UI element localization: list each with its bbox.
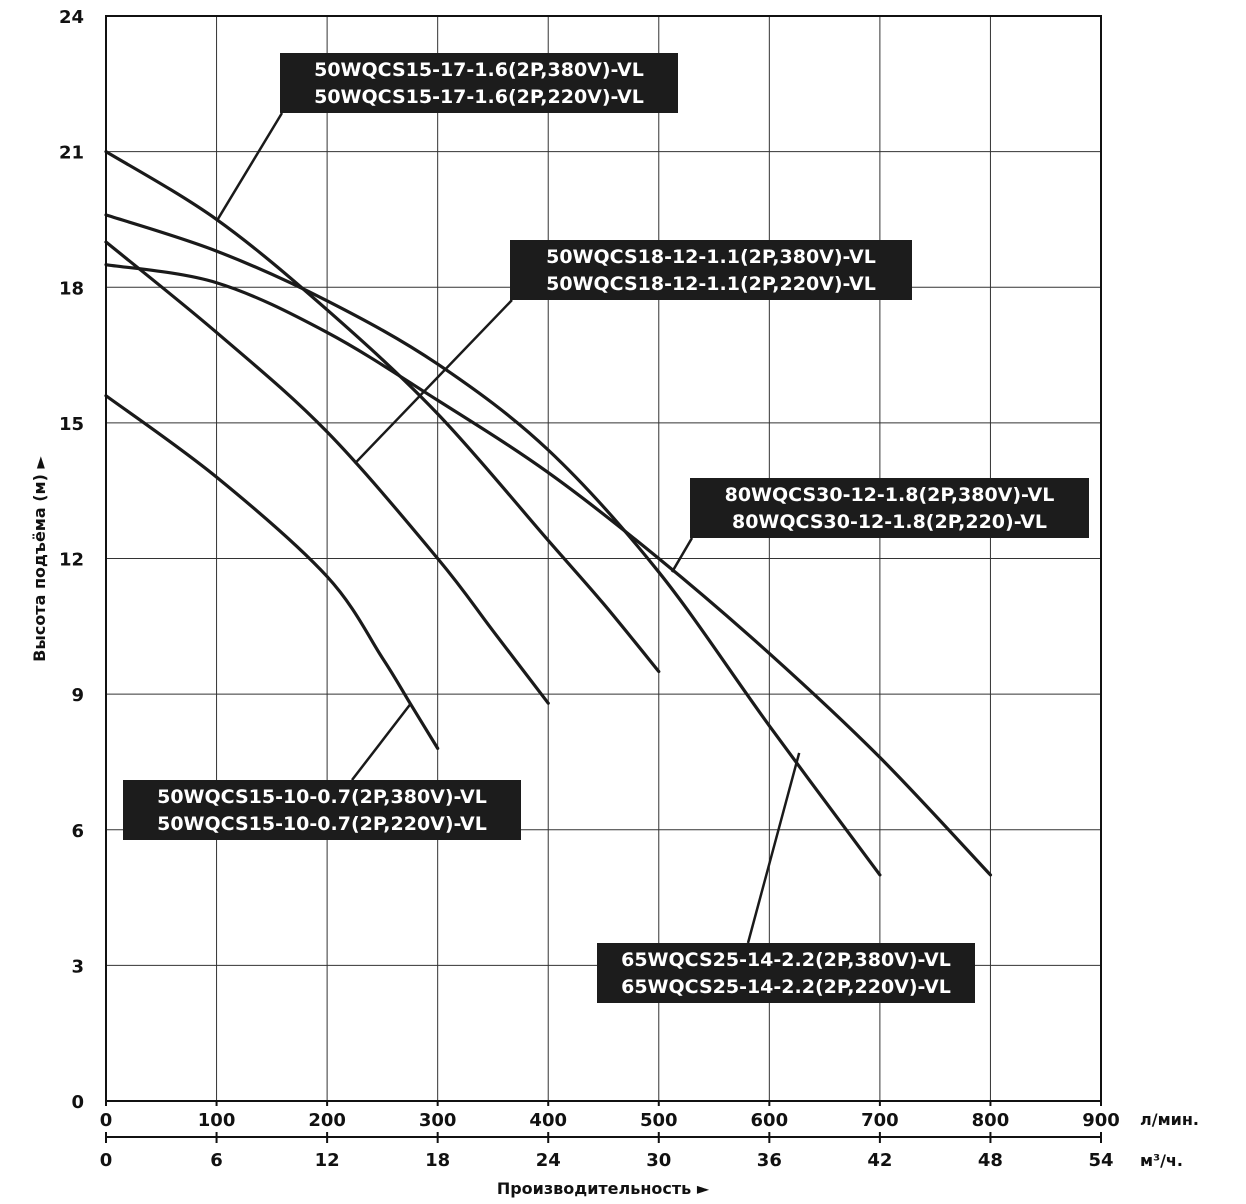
- label-text: 50WQCS18-12-1.1(2P,220V)-VL: [546, 273, 876, 295]
- curve-65wqcs25-14-2.2: [104, 213, 882, 877]
- curve-50wqcs18-12-1.1: [104, 240, 550, 705]
- axes: 0010062001230018400245003060036700428004…: [59, 7, 1120, 1171]
- x-tick-label-primary: 400: [529, 1110, 567, 1131]
- y-tick-label: 9: [71, 685, 84, 706]
- y-tick-label: 21: [59, 143, 84, 164]
- curves: [104, 150, 993, 877]
- x-tick-label-primary: 100: [198, 1110, 236, 1131]
- label-65wqcs25-14: 65WQCS25-14-2.2(2P,380V)-VL 65WQCS25-14-2…: [597, 752, 975, 1003]
- x-tick-label-secondary: 36: [757, 1150, 782, 1171]
- label-text: 50WQCS15-17-1.6(2P,380V)-VL: [314, 59, 644, 81]
- x-tick-label-secondary: 54: [1088, 1150, 1113, 1171]
- x-tick-label-primary: 200: [308, 1110, 346, 1131]
- y-axis-title: Высота подъёма (м) ►: [30, 455, 49, 661]
- x-unit-secondary: м³/ч.: [1140, 1151, 1183, 1170]
- leader-line: [216, 112, 284, 221]
- y-tick-label: 24: [59, 7, 84, 28]
- label-text: 50WQCS15-17-1.6(2P,220V)-VL: [314, 86, 644, 108]
- y-tick-label: 3: [71, 956, 84, 977]
- x-tick-label-secondary: 30: [646, 1150, 671, 1171]
- label-text: 65WQCS25-14-2.2(2P,220V)-VL: [621, 976, 951, 998]
- leader-line: [353, 299, 513, 465]
- x-tick-label-primary: 600: [751, 1110, 789, 1131]
- grid: [105, 15, 1102, 1102]
- x-tick-label-primary: 800: [972, 1110, 1010, 1131]
- x-tick-label-primary: 900: [1082, 1110, 1120, 1131]
- x-tick-label-secondary: 24: [536, 1150, 561, 1171]
- x-tick-label-secondary: 0: [100, 1150, 113, 1171]
- label-text: 50WQCS15-10-0.7(2P,220V)-VL: [157, 813, 487, 835]
- curve-50wqcs15-17-1.6: [104, 150, 661, 674]
- x-tick-label-secondary: 42: [867, 1150, 892, 1171]
- x-tick-label-secondary: 6: [210, 1150, 223, 1171]
- y-tick-label: 6: [71, 821, 84, 842]
- curve-80wqcs30-12-1.8: [104, 263, 993, 877]
- x-tick-label-secondary: 48: [978, 1150, 1003, 1171]
- label-text: 50WQCS15-10-0.7(2P,380V)-VL: [157, 786, 487, 808]
- x-tick-label-primary: 500: [640, 1110, 678, 1131]
- label-text: 80WQCS30-12-1.8(2P,380V)-VL: [725, 484, 1055, 506]
- x-tick-label-primary: 300: [419, 1110, 457, 1131]
- curve-50wqcs15-10-0.7: [104, 394, 440, 750]
- label-text: 50WQCS18-12-1.1(2P,380V)-VL: [546, 246, 876, 268]
- y-tick-label: 18: [59, 278, 84, 299]
- label-50wqcs15-17: 50WQCS15-17-1.6(2P,380V)-VL 50WQCS15-17-1…: [216, 53, 678, 221]
- label-50wqcs18-12: 50WQCS18-12-1.1(2P,380V)-VL 50WQCS18-12-1…: [353, 240, 912, 465]
- y-tick-label: 15: [59, 414, 84, 435]
- y-tick-label: 0: [71, 1092, 84, 1113]
- x-tick-label-primary: 700: [861, 1110, 899, 1131]
- label-text: 65WQCS25-14-2.2(2P,380V)-VL: [621, 949, 951, 971]
- x-axis-title: Производительность ►: [497, 1179, 710, 1198]
- leader-line: [670, 537, 694, 573]
- label-box: [510, 240, 912, 300]
- annotations: 50WQCS15-17-1.6(2P,380V)-VL 50WQCS15-17-1…: [123, 53, 1089, 1003]
- x-unit-primary: л/мин.: [1140, 1110, 1199, 1129]
- label-box: [597, 943, 975, 1003]
- plot-frame: [105, 15, 1102, 1102]
- label-text: 80WQCS30-12-1.8(2P,220)-VL: [732, 511, 1047, 533]
- leader-line: [351, 702, 413, 781]
- label-80wqcs30-12: 80WQCS30-12-1.8(2P,380V)-VL 80WQCS30-12-1…: [670, 478, 1089, 573]
- x-tick-label-secondary: 18: [425, 1150, 450, 1171]
- label-box: [280, 53, 678, 113]
- y-tick-label: 12: [59, 550, 84, 571]
- label-box: [123, 780, 521, 840]
- label-50wqcs15-10: 50WQCS15-10-0.7(2P,380V)-VL 50WQCS15-10-0…: [123, 702, 521, 840]
- x-tick-label-primary: 0: [100, 1110, 113, 1131]
- x-tick-label-secondary: 12: [315, 1150, 340, 1171]
- label-box: [690, 478, 1089, 538]
- leader-line: [746, 752, 801, 944]
